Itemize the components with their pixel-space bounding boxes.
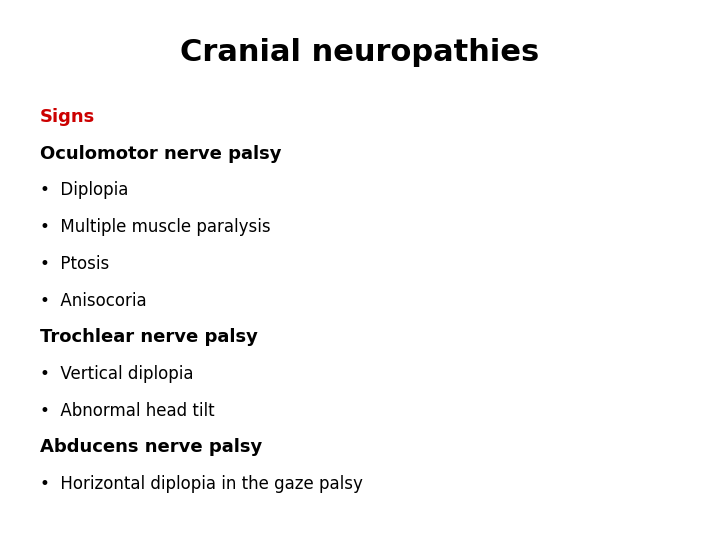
Text: •  Horizontal diplopia in the gaze palsy: • Horizontal diplopia in the gaze palsy: [40, 475, 362, 493]
Text: •  Diplopia: • Diplopia: [40, 181, 128, 199]
Text: Abducens nerve palsy: Abducens nerve palsy: [40, 438, 262, 456]
Text: Oculomotor nerve palsy: Oculomotor nerve palsy: [40, 145, 281, 163]
Text: •  Vertical diplopia: • Vertical diplopia: [40, 365, 193, 383]
Text: •  Anisocoria: • Anisocoria: [40, 292, 146, 309]
Text: Trochlear nerve palsy: Trochlear nerve palsy: [40, 328, 258, 346]
Text: •  Abnormal head tilt: • Abnormal head tilt: [40, 402, 215, 420]
Text: •  Ptosis: • Ptosis: [40, 255, 109, 273]
Text: •  Multiple muscle paralysis: • Multiple muscle paralysis: [40, 218, 270, 236]
Text: Cranial neuropathies: Cranial neuropathies: [181, 38, 539, 67]
Text: Signs: Signs: [40, 108, 95, 126]
